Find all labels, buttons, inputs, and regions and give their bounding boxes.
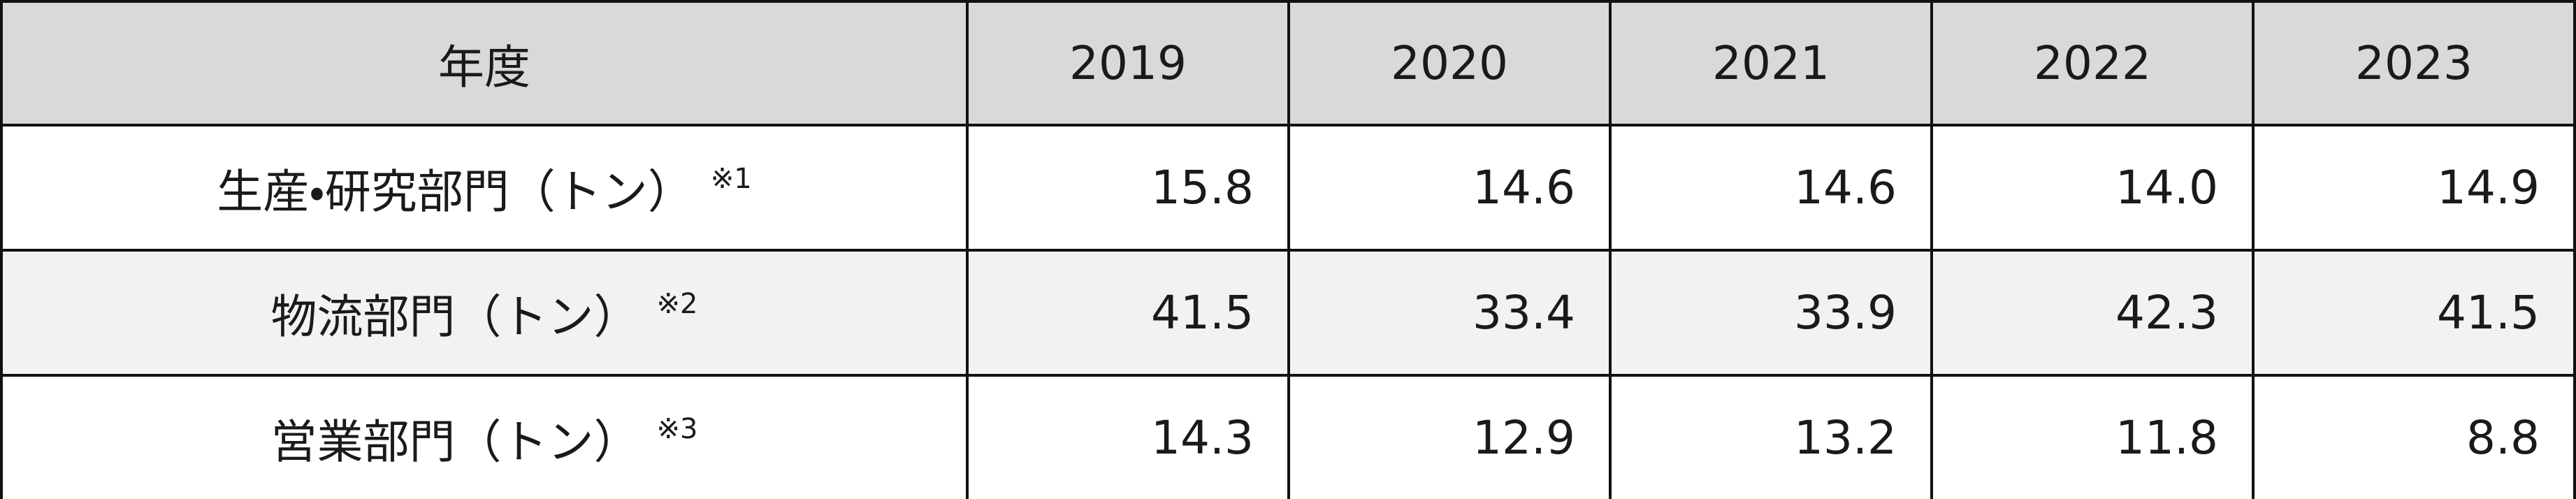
- header-cell: 2020: [1287, 0, 1612, 126]
- value-cell: 11.8: [1930, 374, 2255, 499]
- value-cell: 14.6: [1609, 124, 1933, 252]
- table-row: 物流部門（トン） ※2 41.5 33.4 33.9 42.3 41.5: [0, 249, 2576, 377]
- row-label: 生産・研究部門（トン）: [217, 164, 694, 219]
- value-cell: 33.4: [1287, 249, 1612, 377]
- value-cell: 14.3: [966, 374, 1290, 499]
- header-row: 年度 2019 2020 2021 2022 2023: [0, 0, 2576, 126]
- row-note: ※1: [710, 162, 752, 195]
- row-note: ※2: [656, 287, 698, 320]
- row-note: ※3: [656, 412, 698, 445]
- value-cell: 33.9: [1609, 249, 1933, 377]
- value-cell: 14.6: [1287, 124, 1612, 252]
- value-cell: 12.9: [1287, 374, 1612, 499]
- header-cell: 年度: [0, 0, 969, 126]
- value-cell: 14.0: [1930, 124, 2255, 252]
- table-row: 生産・研究部門（トン） ※1 15.8 14.6 14.6 14.0 14.9: [0, 124, 2576, 252]
- value-cell: 41.5: [966, 249, 1290, 377]
- value-cell: 13.2: [1609, 374, 1933, 499]
- row-label: 物流部門（トン）: [270, 289, 640, 344]
- table-row: 営業部門（トン） ※3 14.3 12.9 13.2 11.8 8.8: [0, 374, 2576, 499]
- row-label-cell: 物流部門（トン） ※2: [0, 249, 969, 377]
- header-cell: 2021: [1609, 0, 1933, 126]
- value-cell: 15.8: [966, 124, 1290, 252]
- value-cell: 41.5: [2252, 249, 2576, 377]
- row-label: 営業部門（トン）: [270, 414, 640, 469]
- table-body: 生産・研究部門（トン） ※1 15.8 14.6 14.6 14.0 14.9 物流部門（トン…: [0, 124, 2576, 499]
- row-label-cell: 生産・研究部門（トン） ※1: [0, 124, 969, 252]
- value-cell: 8.8: [2252, 374, 2576, 499]
- table-header: 年度 2019 2020 2021 2022 2023: [0, 0, 2576, 126]
- header-cell: 2022: [1930, 0, 2255, 126]
- value-cell: 14.9: [2252, 124, 2576, 252]
- value-cell: 42.3: [1930, 249, 2255, 377]
- row-label-cell: 営業部門（トン） ※3: [0, 374, 969, 499]
- header-cell: 2023: [2252, 0, 2576, 126]
- header-cell: 2019: [966, 0, 1290, 126]
